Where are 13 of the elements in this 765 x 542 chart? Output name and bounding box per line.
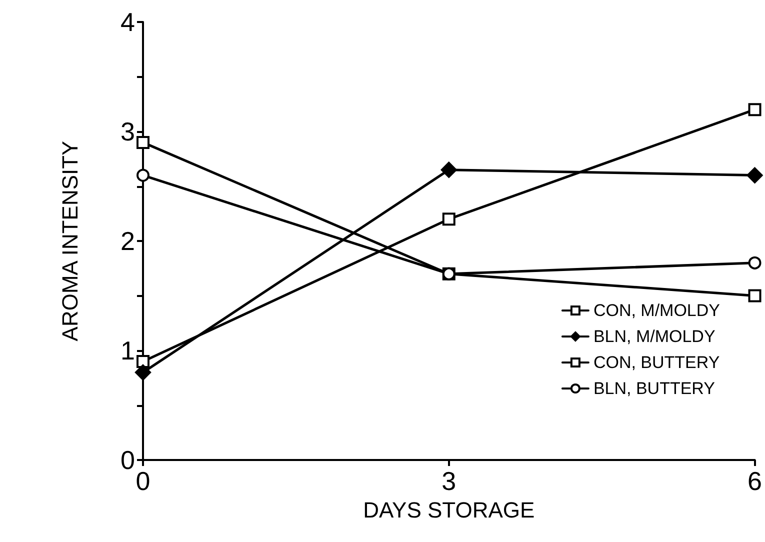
x-tick-label: 3	[442, 466, 456, 496]
y-tick-label: 1	[120, 336, 135, 366]
legend-label: CON, M/MOLDY	[593, 301, 720, 320]
x-axis-title: DAYS STORAGE	[363, 497, 535, 522]
y-axis-title: AROMA INTENSITY	[58, 140, 82, 342]
legend-label: BLN, M/MOLDY	[593, 327, 716, 346]
legend-label: BLN, BUTTERY	[593, 379, 715, 398]
x-tick-label: 6	[748, 466, 762, 496]
legend-label: CON, BUTTERY	[593, 353, 720, 372]
y-tick-label: 0	[120, 445, 135, 475]
y-tick-label: 2	[120, 226, 135, 256]
y-tick-label: 4	[120, 7, 135, 37]
y-tick-label: 3	[120, 116, 135, 146]
